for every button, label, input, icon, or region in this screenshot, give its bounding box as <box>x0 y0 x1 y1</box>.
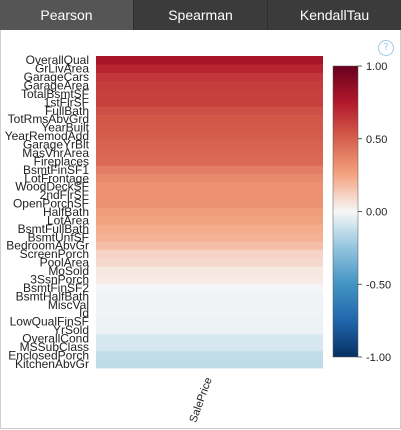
tab-kendalltau[interactable]: KendallTau <box>299 7 370 23</box>
heatmap-cell[interactable] <box>96 182 323 192</box>
heatmap-cell[interactable] <box>96 241 323 251</box>
heatmap-cell[interactable] <box>96 359 323 369</box>
heatmap-cell[interactable] <box>96 123 323 133</box>
y-tick-label: LotFrontage <box>24 171 89 185</box>
colorbar-tick-label: 0.50 <box>366 134 387 146</box>
heatmap-cell[interactable] <box>96 148 323 158</box>
heatmap-cell[interactable] <box>96 56 323 65</box>
y-tick-label: ScreenPorch <box>20 247 89 261</box>
y-tick-label: GrLivArea <box>35 62 89 76</box>
colorbar-tick-label: -0.50 <box>366 279 391 291</box>
colorbar-ticks: 1.00 0.50 0.00 -0.50 -1.00 <box>358 61 391 364</box>
heatmap-cell[interactable] <box>96 233 323 242</box>
heatmap-cell[interactable] <box>96 342 323 352</box>
heatmap-cell[interactable] <box>96 140 323 150</box>
heatmap-cell[interactable] <box>96 292 323 301</box>
heatmap-cell[interactable] <box>96 64 323 74</box>
y-tick-label: BsmtHalfBath <box>16 289 89 303</box>
heatmap-cell[interactable] <box>96 115 323 124</box>
heatmap-cell[interactable] <box>96 300 323 310</box>
x-tick-label: SalePrice <box>187 376 214 424</box>
y-tick-label: MSSubClass <box>20 340 89 354</box>
y-tick-label: BedroomAbvGr <box>6 239 89 253</box>
y-tick-label: MoSold <box>48 264 89 278</box>
y-tick-label: BsmtFinSF1 <box>23 163 89 177</box>
y-tick-label: BsmtFinSF2 <box>23 281 89 295</box>
y-tick-label: BsmtFullBath <box>18 222 89 236</box>
y-tick-label: GarageYrBlt <box>23 138 90 152</box>
y-axis-labels: OverallQualGrLivAreaGarageCarsGarageArea… <box>5 53 90 371</box>
y-tick-label: WoodDeckSF <box>15 180 89 194</box>
y-tick-label: MiscVal <box>48 298 89 312</box>
y-tick-label: OpenPorchSF <box>13 197 89 211</box>
heatmap-cell[interactable] <box>96 207 323 217</box>
heatmap-cell[interactable] <box>96 190 323 200</box>
y-tick-label: GarageCars <box>24 70 89 84</box>
y-tick-label: Fireplaces <box>34 154 89 168</box>
heatmap-cell[interactable] <box>96 72 323 82</box>
heatmap-cell[interactable] <box>96 89 323 99</box>
heatmap-cell[interactable] <box>96 216 323 226</box>
tab-spearman[interactable]: Spearman <box>134 0 268 30</box>
heatmap-cell[interactable] <box>96 157 323 167</box>
y-tick-label: 1stFlrSF <box>44 95 89 109</box>
heatmap-cell[interactable] <box>96 81 323 91</box>
y-tick-label: 2ndFlrSF <box>40 188 89 202</box>
heatmap-cell[interactable] <box>96 199 323 209</box>
tab-pearson[interactable]: Pearson <box>0 0 134 30</box>
y-tick-label: OverallCond <box>22 331 89 345</box>
y-tick-label: OverallQual <box>26 53 89 67</box>
y-tick-label: FullBath <box>45 104 89 118</box>
y-tick-label: EnclosedPorch <box>8 348 89 362</box>
colorbar-tick-label: -1.00 <box>366 352 391 364</box>
heatmap-cell[interactable] <box>96 283 323 293</box>
y-tick-label: LowQualFinSF <box>10 315 89 329</box>
y-tick-label: PoolArea <box>40 256 90 270</box>
colorbar-tick-label: 1.00 <box>366 61 387 73</box>
colorbar-tick-label: 0.00 <box>366 207 387 219</box>
correlation-method-tabs: Pearson Spearman KendallTau <box>0 0 401 30</box>
heatmap-cell[interactable] <box>96 131 323 141</box>
y-tick-label: MasVnrArea <box>22 146 89 160</box>
y-tick-label: TotRmsAbvGrd <box>8 112 89 126</box>
heatmap-cell[interactable] <box>96 266 323 276</box>
heatmap-cells <box>96 56 323 369</box>
heatmap-cell[interactable] <box>96 224 323 234</box>
y-tick-label: HalfBath <box>43 205 89 219</box>
y-tick-label: YrSold <box>53 323 89 337</box>
heatmap-cell[interactable] <box>96 98 323 107</box>
y-tick-label: TotalBsmtSF <box>21 87 89 101</box>
heatmap-cell[interactable] <box>96 174 323 183</box>
y-tick-label: YearRemodAdd <box>5 129 89 143</box>
heatmap-cell[interactable] <box>96 308 323 318</box>
y-tick-label: KitchenAbvGr <box>15 357 89 371</box>
y-tick-label: LotArea <box>47 213 89 227</box>
heatmap-cell[interactable] <box>96 249 323 259</box>
colorbar <box>332 65 359 358</box>
y-tick-label: BsmtUnfSF <box>28 230 89 244</box>
heatmap-cell[interactable] <box>96 325 323 335</box>
heatmap-cell[interactable] <box>96 275 323 285</box>
y-tick-label: 3SsnPorch <box>30 272 89 286</box>
y-tick-label: YearBuilt <box>41 121 89 135</box>
y-tick-label: GarageArea <box>24 79 90 93</box>
y-tick-label: Id <box>79 306 89 320</box>
question-circle-icon[interactable]: ? <box>378 40 394 56</box>
heatmap-cell[interactable] <box>96 258 323 268</box>
heatmap-cell[interactable] <box>96 165 323 175</box>
heatmap-cell[interactable] <box>96 317 323 327</box>
heatmap-cell[interactable] <box>96 334 323 344</box>
heatmap-cell[interactable] <box>96 106 323 116</box>
heatmap-cell[interactable] <box>96 351 323 360</box>
